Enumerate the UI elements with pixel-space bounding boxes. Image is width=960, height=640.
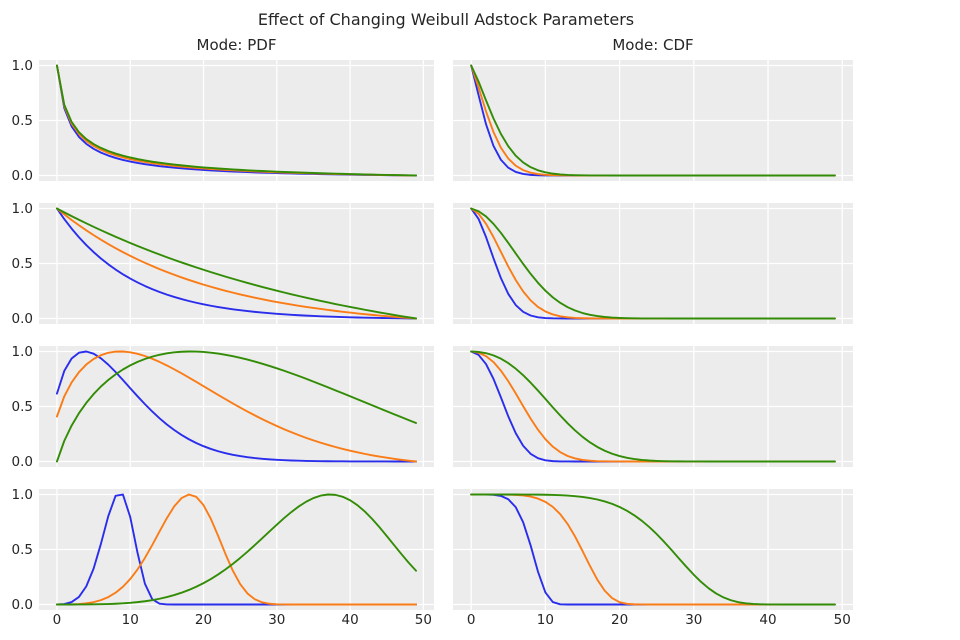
series-cdf-shape1-scale40: [470, 207, 836, 320]
plot-canvas: [453, 60, 853, 181]
series-cdf-shape1.5-scale40: [470, 350, 836, 463]
column-title-pdf: Mode: PDF: [196, 36, 277, 54]
plot-canvas: [39, 60, 434, 181]
x-tick-label: 10: [121, 612, 139, 628]
y-tick-label: 0.0: [11, 167, 33, 184]
subplot-row3-pdf: [39, 346, 434, 467]
plot-canvas: [39, 489, 434, 610]
subplot-row1-pdf: [39, 60, 434, 181]
x-tick-label: 10: [536, 612, 554, 628]
subplot-row4-pdf: [39, 489, 434, 610]
y-tick-label: 0.5: [11, 541, 33, 558]
x-tick-label: 50: [414, 612, 432, 628]
plot-canvas: [453, 346, 853, 467]
series-cdf-shape5-scale40: [470, 493, 836, 606]
y-tick-label: 1.0: [11, 200, 33, 217]
x-tick-label: 40: [341, 612, 359, 628]
series-pdf-shape5-scale40: [56, 493, 417, 606]
series-pdf-shape1-scale10: [56, 207, 417, 320]
x-tick-label: 50: [833, 612, 851, 628]
plot-canvas: [39, 346, 434, 467]
column-title-cdf: Mode: CDF: [612, 36, 694, 54]
y-tick-label: 0.5: [11, 112, 33, 129]
subplot-row1-cdf: [453, 60, 853, 181]
x-tick-label: 0: [52, 612, 62, 628]
y-tick-label: 0.0: [11, 596, 33, 613]
series-pdf-shape1-scale20: [56, 207, 417, 320]
series-pdf-shape5-scale20: [56, 493, 417, 606]
figure-title: Effect of Changing Weibull Adstock Param…: [257, 10, 635, 29]
y-tick-label: 1.0: [11, 343, 33, 360]
series-pdf-shape1.5-scale40: [56, 350, 417, 463]
series-cdf-shape0.5-scale40: [470, 64, 836, 177]
y-tick-label: 0.0: [11, 310, 33, 327]
x-tick-label: 20: [611, 612, 629, 628]
y-tick-label: 0.5: [11, 398, 33, 415]
y-tick-label: 0.5: [11, 255, 33, 272]
y-tick-label: 1.0: [11, 486, 33, 503]
x-tick-label: 30: [685, 612, 703, 628]
y-tick-label: 0.0: [11, 453, 33, 470]
subplot-row4-cdf: [453, 489, 853, 610]
series-pdf-shape1.5-scale20: [56, 350, 417, 463]
x-tick-label: 0: [466, 612, 476, 628]
plot-canvas: [39, 203, 434, 324]
x-tick-label: 40: [759, 612, 777, 628]
series-pdf-shape1-scale40: [56, 207, 417, 320]
x-tick-label: 30: [268, 612, 286, 628]
subplot-row3-cdf: [453, 346, 853, 467]
y-tick-label: 1.0: [11, 57, 33, 74]
series-pdf-shape0.5-scale40: [56, 64, 417, 177]
x-tick-label: 20: [194, 612, 213, 628]
subplot-row2-pdf: [39, 203, 434, 324]
plot-canvas: [453, 203, 853, 324]
plot-canvas: [453, 489, 853, 610]
subplot-row2-cdf: [453, 203, 853, 324]
